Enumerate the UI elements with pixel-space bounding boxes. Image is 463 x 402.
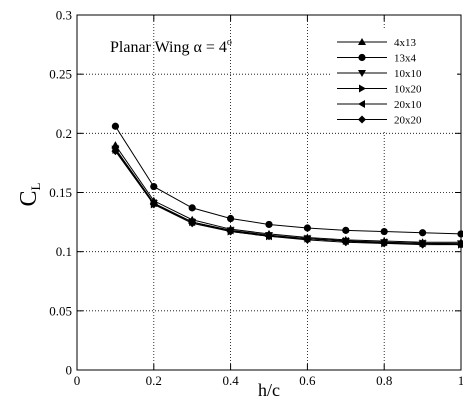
data-point xyxy=(265,220,273,229)
legend-entry: 10x20 xyxy=(337,84,422,96)
legend-label: 20x20 xyxy=(394,115,422,127)
series-20x10 xyxy=(111,144,463,248)
legend-marker xyxy=(358,53,366,62)
series-line xyxy=(114,148,461,244)
series-line xyxy=(114,144,461,243)
legend-label: 4x13 xyxy=(394,37,417,49)
y-axis-label: CL xyxy=(16,182,43,206)
data-point xyxy=(418,240,427,249)
data-point xyxy=(226,227,235,236)
y-tick-label: 0.05 xyxy=(49,303,72,318)
series-10x20 xyxy=(112,145,463,249)
y-tick-label: 0.1 xyxy=(56,244,72,259)
legend-entry: 20x10 xyxy=(337,99,422,111)
y-tick-label: 0.25 xyxy=(49,67,72,82)
y-tick-label: 0.15 xyxy=(49,185,72,200)
legend-marker xyxy=(358,115,366,124)
series-line xyxy=(114,149,462,246)
x-axis-label: h/c xyxy=(258,380,280,400)
data-point xyxy=(457,230,463,238)
data-point xyxy=(188,204,196,212)
legend-entry: 20x20 xyxy=(337,115,422,127)
data-point xyxy=(457,240,463,249)
data-point xyxy=(149,200,158,209)
y-tick-label: 0.3 xyxy=(56,8,72,23)
chart-annotation: Planar Wing α = 4o xyxy=(110,37,232,56)
legend-marker xyxy=(358,70,366,77)
x-tick-label: 0.2 xyxy=(146,373,162,388)
legend-entry: 10x10 xyxy=(337,68,422,80)
legend-label: 20x10 xyxy=(394,99,422,111)
x-tick-label: 0 xyxy=(74,373,81,388)
x-tick-label: 0.4 xyxy=(222,373,239,388)
data-point xyxy=(341,238,350,247)
x-tick-label: 1 xyxy=(458,373,463,388)
series-20x20 xyxy=(111,147,463,249)
y-tick-label: 0.2 xyxy=(56,126,72,141)
series-line xyxy=(114,125,462,235)
series-4x13 xyxy=(111,141,463,246)
legend-entry: 13x4 xyxy=(337,53,417,65)
x-tick-label: 0.8 xyxy=(376,373,392,388)
data-point xyxy=(380,227,388,236)
series xyxy=(111,122,463,249)
data-point xyxy=(380,239,389,248)
data-point xyxy=(265,232,273,241)
data-point xyxy=(227,214,235,223)
legend: 4x13 13x4 10x10 10x20 20x10 20x20 xyxy=(332,30,457,131)
data-point xyxy=(342,226,350,234)
y-tick-label: 0 xyxy=(66,363,73,378)
data-point xyxy=(111,147,120,156)
series-line xyxy=(114,150,461,246)
data-point xyxy=(150,182,158,191)
legend-entry: 4x13 xyxy=(337,37,417,49)
legend-label: 10x10 xyxy=(394,68,422,80)
data-point xyxy=(303,235,312,244)
legend-box xyxy=(332,30,457,131)
data-point xyxy=(188,219,197,228)
data-point xyxy=(111,122,119,130)
legend-marker xyxy=(359,84,366,93)
axis-ticks: 0 0.2 0.4 0.6 0.8 1 0 0.05 0.1 0.15 0.2 0.25 0.3 xyxy=(49,8,463,389)
data-point xyxy=(303,224,311,232)
legend-marker xyxy=(358,38,366,45)
data-point xyxy=(419,229,427,237)
x-tick-label: 0.6 xyxy=(299,373,316,388)
series-13x4 xyxy=(111,122,463,238)
legend-marker xyxy=(358,100,365,108)
legend-label: 13x4 xyxy=(394,53,417,65)
series-line xyxy=(114,148,462,246)
legend-label: 10x20 xyxy=(394,84,422,96)
grid xyxy=(77,15,461,370)
